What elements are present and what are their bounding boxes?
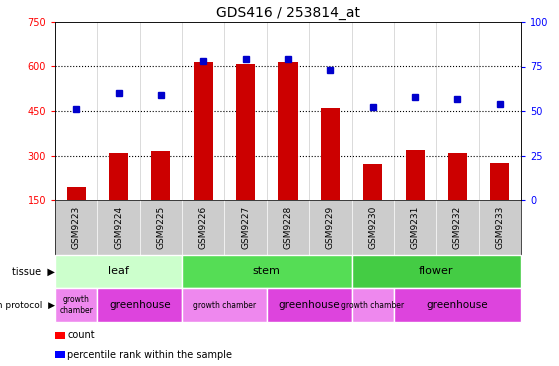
Text: percentile rank within the sample: percentile rank within the sample xyxy=(67,350,233,360)
Text: greenhouse: greenhouse xyxy=(109,300,170,310)
Text: greenhouse: greenhouse xyxy=(278,300,340,310)
Bar xyxy=(109,153,128,200)
Text: GSM9223: GSM9223 xyxy=(72,206,80,249)
Bar xyxy=(490,163,509,200)
Text: GSM9224: GSM9224 xyxy=(114,206,123,249)
Text: GSM9226: GSM9226 xyxy=(199,206,208,249)
Bar xyxy=(267,288,352,322)
Text: GSM9225: GSM9225 xyxy=(157,206,165,249)
Text: stem: stem xyxy=(253,266,281,276)
Text: flower: flower xyxy=(419,266,453,276)
Bar xyxy=(55,255,182,288)
Bar xyxy=(448,153,467,200)
Bar xyxy=(278,62,297,200)
Text: leaf: leaf xyxy=(108,266,129,276)
Bar xyxy=(352,255,521,288)
Text: GSM9231: GSM9231 xyxy=(411,206,420,249)
Text: growth
chamber: growth chamber xyxy=(59,295,93,315)
Bar xyxy=(97,288,182,322)
Title: GDS416 / 253814_at: GDS416 / 253814_at xyxy=(216,5,360,20)
Bar xyxy=(194,62,213,200)
Text: growth chamber: growth chamber xyxy=(341,300,404,310)
Bar xyxy=(363,164,382,200)
Text: GSM9232: GSM9232 xyxy=(453,206,462,249)
Bar xyxy=(182,255,352,288)
Bar xyxy=(406,150,425,200)
Text: GSM9229: GSM9229 xyxy=(326,206,335,249)
Text: GSM9233: GSM9233 xyxy=(495,206,504,249)
Bar xyxy=(236,64,255,200)
Text: GSM9228: GSM9228 xyxy=(283,206,292,249)
Bar xyxy=(352,288,394,322)
Text: growth protocol  ▶: growth protocol ▶ xyxy=(0,300,55,310)
Text: count: count xyxy=(67,330,95,340)
Bar xyxy=(321,108,340,200)
Bar xyxy=(55,288,97,322)
Bar xyxy=(182,288,267,322)
Bar xyxy=(394,288,521,322)
Text: GSM9227: GSM9227 xyxy=(241,206,250,249)
Text: tissue  ▶: tissue ▶ xyxy=(12,266,55,276)
Text: greenhouse: greenhouse xyxy=(427,300,488,310)
Text: growth chamber: growth chamber xyxy=(193,300,256,310)
Bar xyxy=(151,151,170,200)
Bar xyxy=(67,187,86,200)
Text: GSM9230: GSM9230 xyxy=(368,206,377,249)
